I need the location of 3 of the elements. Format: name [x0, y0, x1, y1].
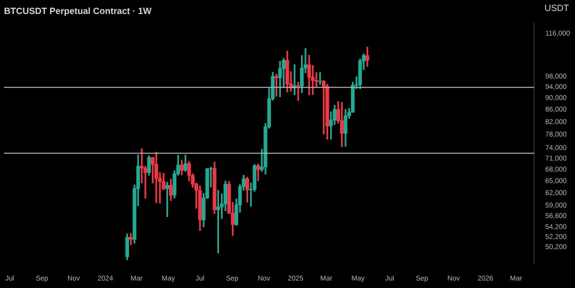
- text: USDT: [544, 2, 570, 13]
- candlestick: [318, 72, 322, 85]
- chart-title: BTCUSDT Perpetual Contract · 1W: [4, 6, 152, 16]
